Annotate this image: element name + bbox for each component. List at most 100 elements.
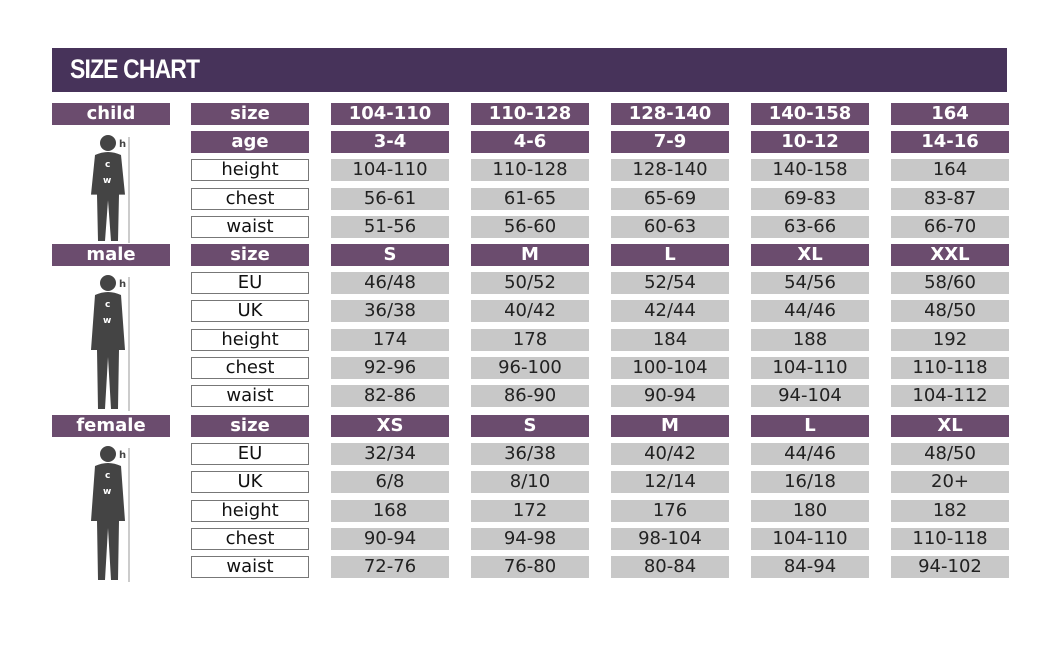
row-label: waist — [191, 385, 309, 407]
table-cell: 184 — [611, 329, 729, 351]
table-cell: XS — [331, 415, 449, 437]
table-cell: L — [751, 415, 869, 437]
table-cell: 96-100 — [471, 357, 589, 379]
table-cell: 48/50 — [891, 300, 1009, 322]
table-cell: 104-110 — [331, 159, 449, 181]
child-body-figure-icon: h c w — [91, 135, 130, 243]
row-label: chest — [191, 188, 309, 210]
table-cell: 94-102 — [891, 556, 1009, 578]
table-cell: XXL — [891, 244, 1009, 266]
table-cell: 42/44 — [611, 300, 729, 322]
section-label-female: female — [52, 415, 170, 437]
table-cell: L — [611, 244, 729, 266]
table-cell: 140-158 — [751, 159, 869, 181]
table-cell: 51-56 — [331, 216, 449, 238]
table-cell: 72-76 — [331, 556, 449, 578]
table-cell: 182 — [891, 500, 1009, 522]
table-cell: 110-128 — [471, 103, 589, 125]
table-cell: 110-118 — [891, 528, 1009, 550]
table-cell: 36/38 — [471, 443, 589, 465]
table-cell: 176 — [611, 500, 729, 522]
table-cell: 44/46 — [751, 443, 869, 465]
table-cell: 86-90 — [471, 385, 589, 407]
row-label: height — [191, 329, 309, 351]
table-cell: 172 — [471, 500, 589, 522]
table-cell: 44/46 — [751, 300, 869, 322]
row-label: UK — [191, 471, 309, 493]
table-cell: 10-12 — [751, 131, 869, 153]
table-cell: 164 — [891, 103, 1009, 125]
svg-text:h: h — [119, 279, 126, 290]
section-label-male: male — [52, 244, 170, 266]
table-cell: 56-60 — [471, 216, 589, 238]
table-cell: M — [471, 244, 589, 266]
table-cell: XL — [891, 415, 1009, 437]
table-cell: 192 — [891, 329, 1009, 351]
table-cell: 4-6 — [471, 131, 589, 153]
table-cell: S — [471, 415, 589, 437]
table-cell: 128-140 — [611, 103, 729, 125]
table-cell: 94-98 — [471, 528, 589, 550]
table-cell: 84-94 — [751, 556, 869, 578]
table-cell: 58/60 — [891, 272, 1009, 294]
table-cell: 110-128 — [471, 159, 589, 181]
table-cell: 3-4 — [331, 131, 449, 153]
table-cell: 16/18 — [751, 471, 869, 493]
svg-text:w: w — [103, 176, 111, 186]
row-label: EU — [191, 272, 309, 294]
table-cell: 92-96 — [331, 357, 449, 379]
table-cell: 60-63 — [611, 216, 729, 238]
table-cell: 128-140 — [611, 159, 729, 181]
table-cell: 83-87 — [891, 188, 1009, 210]
table-cell: 65-69 — [611, 188, 729, 210]
table-cell: 82-86 — [331, 385, 449, 407]
table-cell: 174 — [331, 329, 449, 351]
table-cell: 180 — [751, 500, 869, 522]
table-cell: 32/34 — [331, 443, 449, 465]
row-label: size — [191, 415, 309, 437]
section-label-child: child — [52, 103, 170, 125]
table-cell: 46/48 — [331, 272, 449, 294]
table-cell: 104-112 — [891, 385, 1009, 407]
svg-text:c: c — [105, 300, 110, 310]
table-cell: M — [611, 415, 729, 437]
table-cell: 94-104 — [751, 385, 869, 407]
table-cell: 6/8 — [331, 471, 449, 493]
title-bar: SIZE CHART — [52, 48, 1007, 92]
table-cell: 50/52 — [471, 272, 589, 294]
table-cell: XL — [751, 244, 869, 266]
table-cell: 56-61 — [331, 188, 449, 210]
row-label: height — [191, 159, 309, 181]
table-cell: 14-16 — [891, 131, 1009, 153]
table-cell: 48/50 — [891, 443, 1009, 465]
svg-text:h: h — [119, 139, 126, 150]
table-cell: 164 — [891, 159, 1009, 181]
male-body-figure-icon: h c w — [91, 275, 130, 411]
row-label: size — [191, 103, 309, 125]
table-cell: 52/54 — [611, 272, 729, 294]
table-cell: 20+ — [891, 471, 1009, 493]
table-cell: 178 — [471, 329, 589, 351]
table-cell: 63-66 — [751, 216, 869, 238]
table-cell: 98-104 — [611, 528, 729, 550]
table-cell: 100-104 — [611, 357, 729, 379]
table-cell: 90-94 — [331, 528, 449, 550]
row-label: age — [191, 131, 309, 153]
svg-text:h: h — [119, 450, 126, 461]
table-cell: 66-70 — [891, 216, 1009, 238]
table-cell: S — [331, 244, 449, 266]
row-label: chest — [191, 357, 309, 379]
table-cell: 104-110 — [331, 103, 449, 125]
row-label: height — [191, 500, 309, 522]
table-cell: 36/38 — [331, 300, 449, 322]
table-cell: 76-80 — [471, 556, 589, 578]
svg-text:c: c — [105, 160, 110, 170]
table-cell: 40/42 — [471, 300, 589, 322]
page-title: SIZE CHART — [70, 54, 200, 84]
row-label: size — [191, 244, 309, 266]
svg-text:c: c — [105, 471, 110, 481]
table-cell: 110-118 — [891, 357, 1009, 379]
table-cell: 104-110 — [751, 357, 869, 379]
table-cell: 104-110 — [751, 528, 869, 550]
table-cell: 69-83 — [751, 188, 869, 210]
